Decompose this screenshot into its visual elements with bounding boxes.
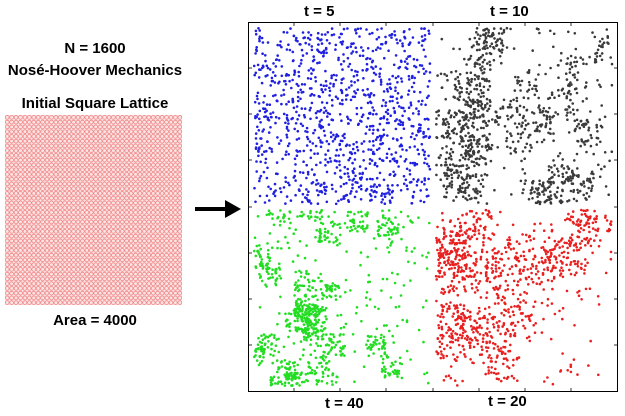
panel-label-t20: t = 20 (488, 393, 527, 410)
panel-label-t10: t = 10 (490, 3, 529, 20)
panel-t10-scatter (435, 26, 614, 206)
method-label: Nosé-Hoover Mechanics (7, 62, 183, 79)
panel-label-t40: t = 40 (325, 395, 364, 412)
frame-ticks (248, 22, 618, 392)
particle-count-label: N = 1600 (64, 40, 126, 57)
lattice-title: Initial Square Lattice (21, 95, 169, 112)
arrow-right-icon (195, 200, 241, 218)
snapshot-frame (248, 22, 618, 392)
initial-lattice-grid (5, 115, 182, 305)
area-label: Area = 4000 (53, 312, 137, 329)
panel-label-t5: t = 5 (304, 3, 335, 20)
panel-t20-scatter (434, 208, 613, 387)
panel-t40-scatter (252, 208, 431, 387)
panel-t5-scatter (252, 27, 432, 206)
